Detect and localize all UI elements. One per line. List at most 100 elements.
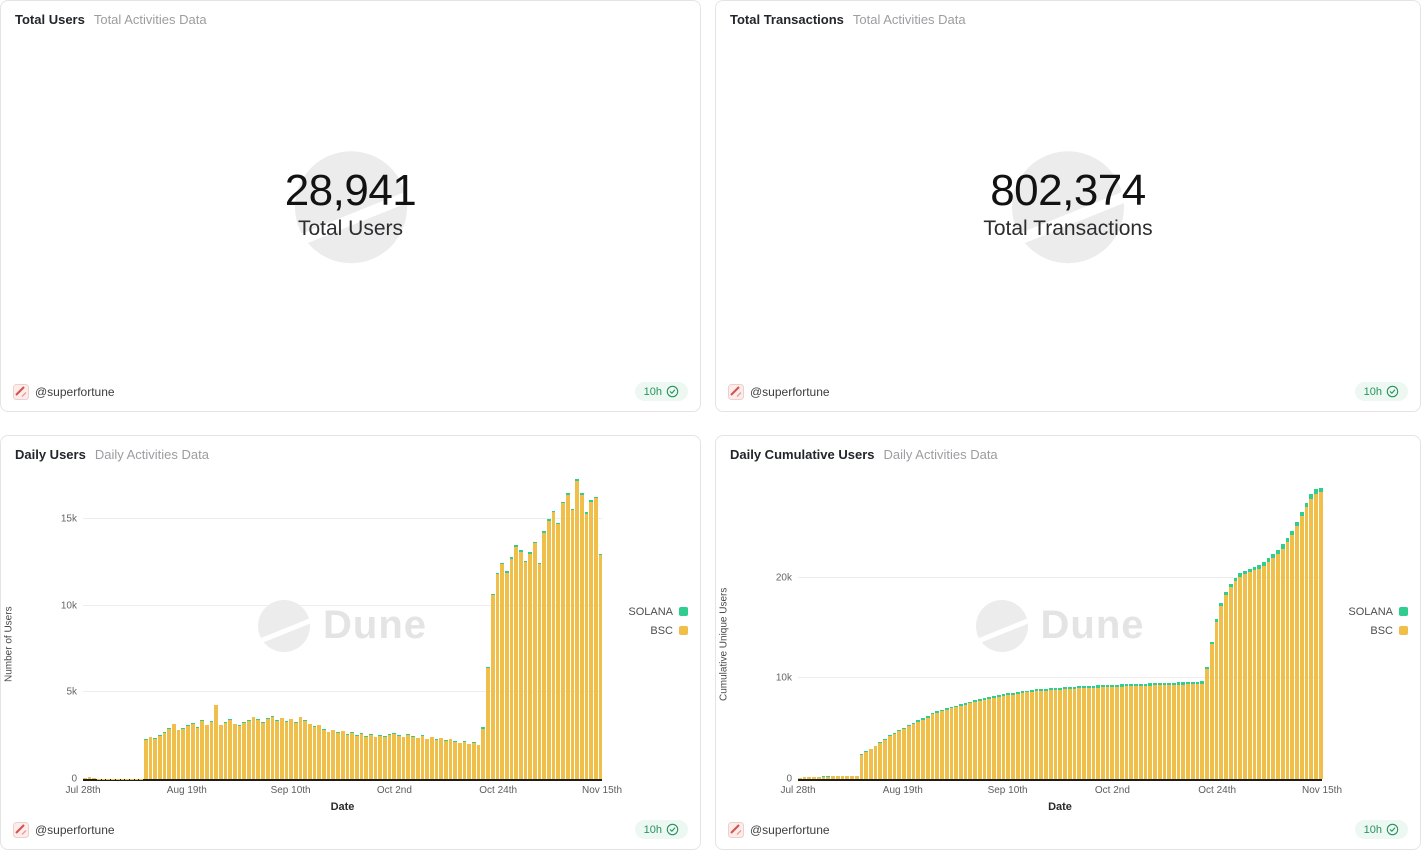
bar[interactable] <box>921 472 925 779</box>
bar[interactable] <box>1233 472 1238 779</box>
bar[interactable] <box>504 472 509 779</box>
legend-item-bsc[interactable]: BSC <box>650 625 688 637</box>
bar[interactable] <box>223 472 228 779</box>
bar[interactable] <box>1129 472 1134 779</box>
bar[interactable] <box>883 472 887 779</box>
bar[interactable] <box>816 472 821 779</box>
bar[interactable] <box>373 472 378 779</box>
bar[interactable] <box>821 472 826 779</box>
bar[interactable] <box>1181 472 1186 779</box>
bar[interactable] <box>261 472 265 779</box>
bar[interactable] <box>593 472 598 779</box>
bar[interactable] <box>1299 472 1304 779</box>
bar[interactable] <box>303 472 307 779</box>
bar[interactable] <box>869 472 873 779</box>
bar[interactable] <box>1096 472 1100 779</box>
bar[interactable] <box>514 472 518 779</box>
bar[interactable] <box>1285 472 1290 779</box>
bar[interactable] <box>1309 472 1314 779</box>
bar[interactable] <box>462 472 467 779</box>
bar[interactable] <box>1119 472 1124 779</box>
bar[interactable] <box>172 472 176 779</box>
bar[interactable] <box>1086 472 1091 779</box>
bar[interactable] <box>987 472 992 779</box>
bar[interactable] <box>472 472 476 779</box>
bar[interactable] <box>209 472 214 779</box>
bar[interactable] <box>1167 472 1172 779</box>
bar[interactable] <box>350 472 354 779</box>
author-link[interactable]: @superfortune <box>728 383 830 400</box>
bar[interactable] <box>1029 472 1034 779</box>
bar[interactable] <box>878 472 883 779</box>
bar[interactable] <box>200 472 204 779</box>
bar[interactable] <box>1143 472 1148 779</box>
bar[interactable] <box>392 472 397 779</box>
bar[interactable] <box>322 472 326 779</box>
bar[interactable] <box>1034 472 1039 779</box>
bar[interactable] <box>944 472 949 779</box>
bar[interactable] <box>279 472 284 779</box>
bar[interactable] <box>812 472 816 779</box>
bar[interactable] <box>1067 472 1072 779</box>
bar[interactable] <box>977 472 982 779</box>
bar[interactable] <box>275 472 279 779</box>
bar[interactable] <box>453 472 457 779</box>
bar[interactable] <box>1280 472 1285 779</box>
bar[interactable] <box>486 472 490 779</box>
bar[interactable] <box>1257 472 1261 779</box>
bar[interactable] <box>1101 472 1105 779</box>
bar[interactable] <box>397 472 401 779</box>
bar[interactable] <box>1172 472 1176 779</box>
bar[interactable] <box>1157 472 1162 779</box>
bar[interactable] <box>401 472 406 779</box>
refresh-badge[interactable]: 10h <box>634 820 688 839</box>
bar[interactable] <box>134 472 139 779</box>
bar[interactable] <box>237 472 242 779</box>
bar[interactable] <box>1205 472 1209 779</box>
bar[interactable] <box>1214 472 1219 779</box>
bar[interactable] <box>284 472 289 779</box>
bar[interactable] <box>1020 472 1025 779</box>
bar[interactable] <box>1044 472 1048 779</box>
bar[interactable] <box>1015 472 1020 779</box>
bar[interactable] <box>1048 472 1053 779</box>
bar[interactable] <box>387 472 392 779</box>
bar[interactable] <box>1001 472 1006 779</box>
bar[interactable] <box>148 472 153 779</box>
bar[interactable] <box>354 472 359 779</box>
refresh-badge[interactable]: 10h <box>1354 820 1408 839</box>
author-link[interactable]: @superfortune <box>728 821 830 838</box>
bar[interactable] <box>935 472 940 779</box>
bar[interactable] <box>298 472 303 779</box>
bar[interactable] <box>143 472 148 779</box>
bar[interactable] <box>434 472 439 779</box>
bar[interactable] <box>845 472 850 779</box>
bar[interactable] <box>579 472 584 779</box>
bar[interactable] <box>139 472 143 779</box>
legend-item-solana[interactable]: SOLANA <box>628 606 688 618</box>
bar[interactable] <box>958 472 963 779</box>
legend-item-bsc[interactable]: BSC <box>1370 625 1408 637</box>
bar[interactable] <box>162 472 167 779</box>
bar[interactable] <box>368 472 373 779</box>
bar[interactable] <box>1011 472 1015 779</box>
bar[interactable] <box>1290 472 1295 779</box>
bar[interactable] <box>1276 472 1280 779</box>
bar[interactable] <box>1105 472 1110 779</box>
bar[interactable] <box>312 472 317 779</box>
bar[interactable] <box>195 472 200 779</box>
bar[interactable] <box>420 472 425 779</box>
bar[interactable] <box>293 472 298 779</box>
bar[interactable] <box>411 472 415 779</box>
bar[interactable] <box>500 472 504 779</box>
bar[interactable] <box>129 472 134 779</box>
bar[interactable] <box>256 472 261 779</box>
bar[interactable] <box>968 472 973 779</box>
bar[interactable] <box>854 472 859 779</box>
author-link[interactable]: @superfortune <box>13 383 115 400</box>
bar[interactable] <box>467 472 472 779</box>
bar[interactable] <box>892 472 897 779</box>
bar[interactable] <box>115 472 120 779</box>
bar[interactable] <box>214 472 218 779</box>
bar[interactable] <box>798 472 802 779</box>
